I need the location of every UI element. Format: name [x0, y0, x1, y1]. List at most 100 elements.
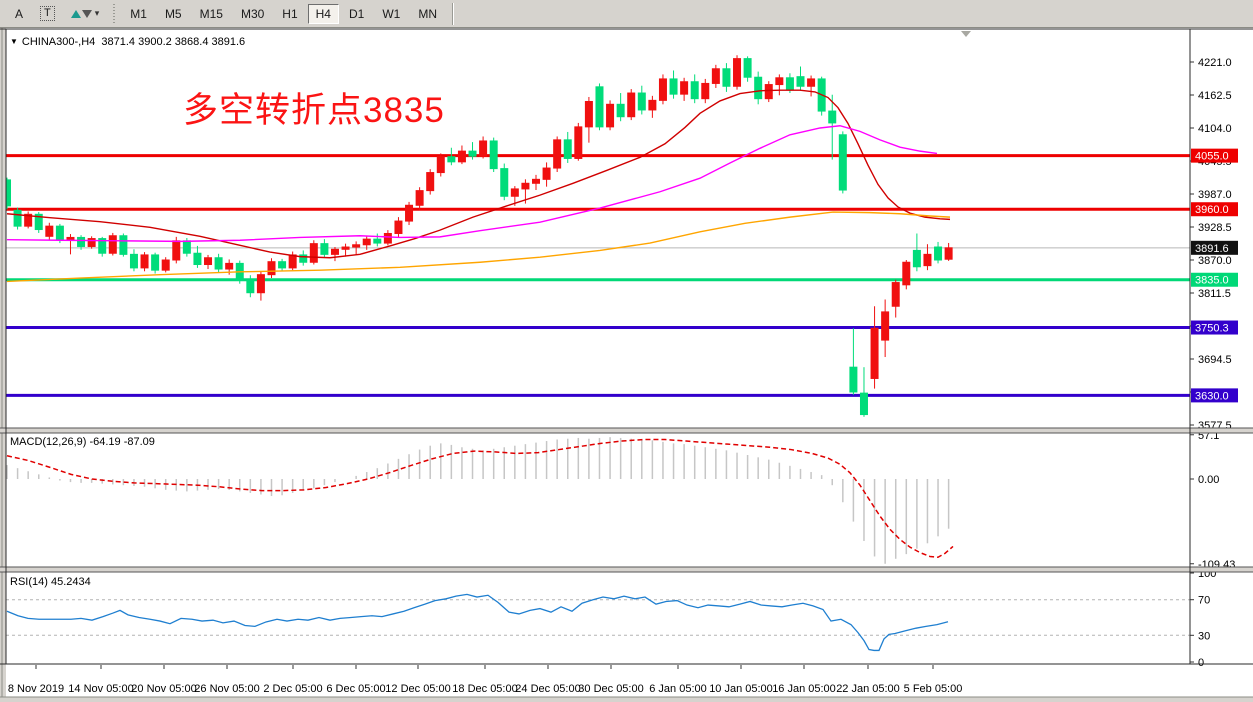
candle-body	[77, 236, 86, 247]
time-axis-label: 12 Dec 05:00	[385, 683, 450, 695]
chart-text-annotation[interactable]: 多空转折点3835	[183, 91, 445, 130]
candle-body	[98, 238, 107, 254]
candle-body	[34, 213, 43, 231]
candle-body	[447, 156, 456, 163]
candle-body	[436, 156, 445, 174]
candle-body	[330, 248, 339, 255]
price-tick-label: 3928.5	[1198, 222, 1232, 234]
price-badge-3630.0	[1191, 388, 1238, 403]
price-badge-3891.6	[1191, 240, 1238, 255]
price-badge-3750.3	[1191, 320, 1238, 335]
time-axis-label: 6 Dec 05:00	[326, 683, 385, 695]
timeframe-button-d1[interactable]: D1	[341, 4, 372, 24]
toolbar-gripper[interactable]	[111, 3, 118, 24]
candle-body	[934, 246, 943, 261]
price-badge-label: 3835.0	[1195, 275, 1229, 287]
price-badge-label: 3750.3	[1195, 323, 1229, 335]
candle-body	[373, 238, 382, 244]
rsi-axis-label: 70	[1198, 595, 1210, 607]
ma-slow-line	[6, 211, 951, 283]
time-axis-label: 20 Nov 05:00	[131, 683, 196, 695]
timeframe-button-w1[interactable]: W1	[374, 4, 408, 24]
time-axis-label: 18 Dec 05:00	[452, 683, 517, 695]
candle-body	[87, 238, 96, 247]
price-badge-4055.0	[1191, 148, 1238, 163]
timeframe-button-h1[interactable]: H1	[274, 4, 305, 24]
candle-body	[415, 190, 424, 206]
timeframe-button-m30[interactable]: M30	[233, 4, 272, 24]
candle-body	[193, 252, 202, 266]
timeframe-button-h4[interactable]: H4	[307, 3, 339, 24]
candle-body	[119, 235, 128, 255]
time-axis-label: 8 Nov 2019	[8, 683, 64, 695]
time-axis-label: 10 Jan 05:00	[709, 683, 773, 695]
timeframe-button-m5[interactable]: M5	[157, 4, 190, 24]
candle-body	[595, 86, 604, 128]
toolbar: A T ▾ M1 M5 M15 M30 H1 H4 D1 W1 MN	[0, 0, 1253, 28]
candle-body	[108, 235, 117, 254]
price-tick-label: 3694.5	[1198, 354, 1232, 366]
candle-body	[542, 167, 551, 180]
candle-body	[912, 249, 921, 268]
candle-body	[881, 311, 890, 341]
candle-body	[405, 204, 414, 222]
macd-signal-line	[6, 438, 954, 559]
arrows-icon	[70, 9, 92, 18]
candle-body	[521, 182, 530, 190]
candle-body	[182, 240, 191, 254]
timeframe-button-mn[interactable]: MN	[410, 4, 445, 24]
candle-body	[648, 99, 657, 111]
price-tick-label: 4104.0	[1198, 123, 1232, 135]
candle-body	[278, 261, 287, 269]
price-tick-label: 4221.0	[1198, 57, 1232, 69]
candle-body	[479, 140, 488, 157]
candle-body	[828, 110, 837, 124]
candle-body	[807, 78, 816, 87]
candle-body	[764, 84, 773, 100]
chart-shift-marker-icon[interactable]	[961, 31, 971, 37]
candle-body	[140, 254, 149, 269]
candle-body	[743, 58, 752, 78]
candle-body	[553, 139, 562, 169]
candle-body	[457, 150, 466, 163]
time-axis-label: 16 Jan 05:00	[772, 683, 836, 695]
candle-body	[616, 103, 625, 118]
text-box-tool-button[interactable]: T	[33, 3, 62, 25]
candle-body	[320, 243, 329, 255]
chart-ohlc-values: 3871.4 3900.2 3868.4 3891.6	[101, 36, 246, 48]
time-axis-label: 26 Nov 05:00	[194, 683, 259, 695]
candle-body	[151, 254, 160, 271]
timeframe-button-m15[interactable]: M15	[192, 4, 231, 24]
arrow-tools-button[interactable]: ▾	[64, 3, 107, 25]
rsi-axis-label: 30	[1198, 630, 1210, 642]
time-axis-label: 6 Jan 05:00	[649, 683, 707, 695]
candle-body	[299, 254, 308, 263]
price-tick-label: 3987.0	[1198, 189, 1232, 201]
price-badge-label: 3630.0	[1195, 390, 1229, 402]
window-bottom-frame	[0, 697, 1253, 702]
candle-body	[701, 82, 710, 100]
price-badge-label: 4055.0	[1195, 151, 1229, 163]
candle-body	[722, 68, 731, 87]
pane-divider[interactable]	[0, 567, 1253, 572]
candle-body	[838, 134, 847, 191]
candle-body	[352, 244, 361, 248]
candle-body	[849, 366, 858, 393]
candle-body	[129, 253, 138, 269]
candle-body	[288, 254, 297, 269]
chart-menu-dropdown-icon[interactable]: ▼	[10, 37, 18, 46]
price-badge-3960.0	[1191, 202, 1238, 217]
timeframe-button-m1[interactable]: M1	[122, 4, 155, 24]
candle-body	[45, 225, 54, 237]
price-badge-label: 3960.0	[1195, 204, 1229, 216]
time-axis-label: 24 Dec 05:00	[515, 683, 580, 695]
rsi-line	[6, 593, 949, 652]
text-label-tool-button[interactable]: A	[7, 3, 31, 25]
time-axis-label: 30 Dec 05:00	[578, 683, 643, 695]
candle-body	[246, 279, 255, 294]
candle-body	[711, 68, 720, 84]
candle-body	[923, 253, 932, 267]
pane-divider[interactable]	[0, 428, 1253, 433]
